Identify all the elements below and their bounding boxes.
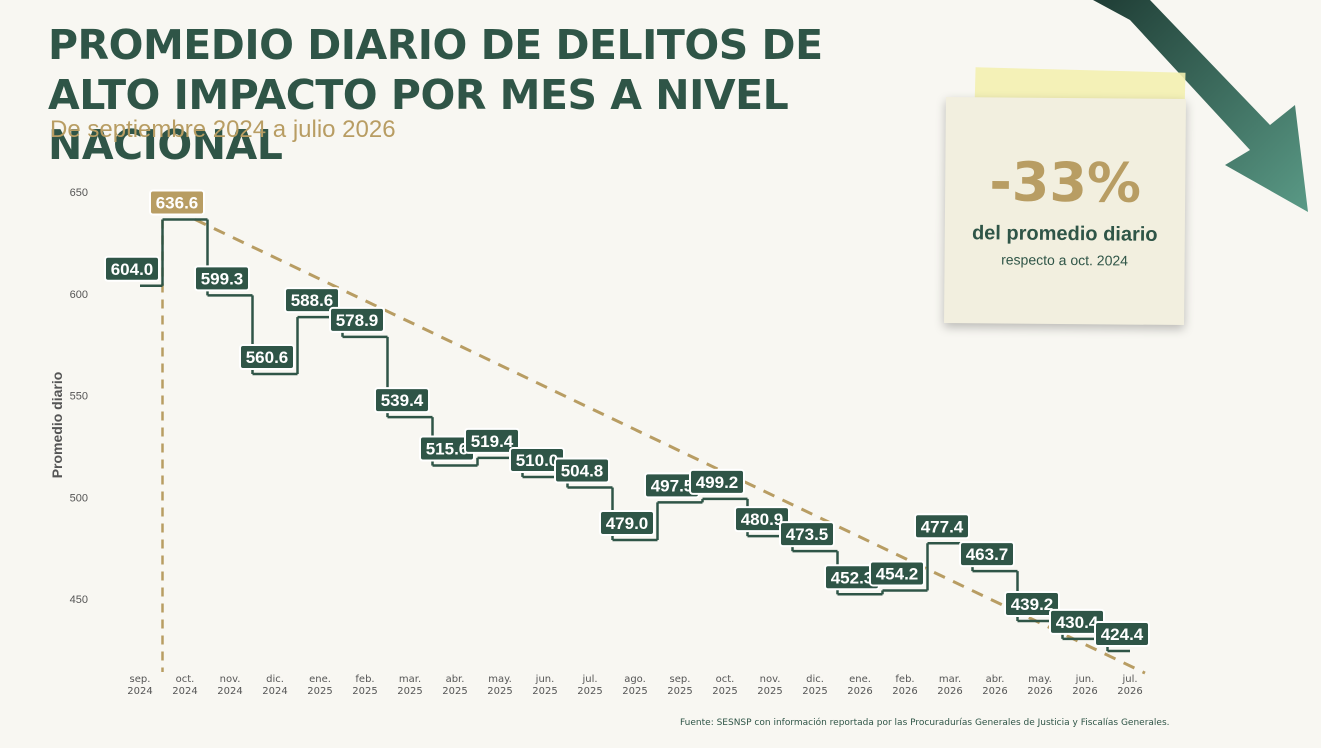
value-label-box (284, 287, 340, 314)
arrow-decoration (1093, 0, 1308, 212)
x-tick-label: may. 2026 (1027, 674, 1053, 697)
source: Fuente: SESNSP con información reportada… (680, 718, 1170, 728)
x-tick-label: oct. 2024 (172, 674, 198, 697)
x-tick-label: jul. 2025 (577, 674, 603, 697)
value-label: 479.0 (606, 514, 649, 533)
value-label-box (599, 510, 655, 536)
value-label: 439.2 (1011, 595, 1054, 614)
value-label: 588.6 (291, 291, 334, 310)
x-tick-label: abr. 2025 (442, 674, 468, 697)
value-label-box (1094, 621, 1150, 648)
value-label-box (464, 427, 520, 454)
value-label: 539.4 (381, 391, 424, 410)
y-tick-label: 450 (70, 594, 88, 606)
x-tick-label: nov. 2024 (217, 674, 243, 697)
value-label: 599.3 (201, 269, 244, 288)
value-label: 504.8 (561, 462, 604, 481)
value-label: 636.6 (156, 193, 199, 212)
value-label-box (779, 521, 835, 548)
value-label-box (914, 513, 970, 540)
value-label: 424.4 (1101, 625, 1144, 644)
value-label: 515.6 (426, 440, 469, 459)
x-tick-label: jun. 2025 (532, 674, 558, 697)
value-label-box (689, 468, 745, 495)
value-label: 430.4 (1056, 613, 1099, 632)
y-tick-label: 650 (70, 187, 88, 199)
title: PROMEDIO DIARIO DE DELITOS DE ALTO IMPAC… (48, 21, 823, 169)
x-tick-label: ago. 2025 (622, 674, 648, 697)
callout-subtext: respecto a oct. 2024 (1001, 251, 1129, 269)
value-label-box (374, 387, 430, 414)
value-label: 499.2 (696, 473, 739, 492)
value-label: 477.4 (921, 517, 964, 536)
x-tick-label: nov. 2025 (757, 674, 783, 697)
x-tick-label: abr. 2026 (982, 674, 1008, 697)
x-tick-label: ene. 2026 (847, 674, 873, 697)
callout: -33% del promedio diario respecto a oct.… (944, 96, 1186, 326)
x-tick-label: dic. 2024 (262, 674, 288, 697)
x-tick-label: ene. 2025 (307, 674, 333, 697)
value-label: 519.4 (471, 432, 514, 451)
value-label-box (194, 265, 250, 292)
value-label-box (734, 506, 790, 533)
x-tick-label: sep. 2024 (127, 674, 153, 697)
value-label: 463.7 (966, 545, 1009, 564)
value-label-box (104, 255, 160, 282)
value-label: 560.6 (246, 348, 289, 367)
x-tick-label: sep. 2025 (667, 674, 693, 697)
value-label: 497.5 (651, 476, 694, 495)
value-label: 604.0 (111, 260, 154, 279)
value-label: 510.0 (516, 451, 559, 470)
x-tick-label: may. 2025 (487, 674, 513, 697)
value-label-box (329, 306, 385, 333)
x-tick-label: oct. 2025 (712, 674, 738, 697)
y-tick-label: 500 (70, 492, 88, 504)
value-label-box (959, 541, 1015, 568)
x-tick-label: jul. 2026 (1117, 674, 1143, 697)
y-tick-label: 550 (70, 391, 88, 403)
x-tick-label: feb. 2026 (892, 674, 918, 697)
value-label-box (239, 344, 295, 371)
value-label: 473.5 (786, 525, 829, 544)
y-axis-label: Promedio diario (49, 372, 65, 479)
value-label: 454.2 (876, 564, 919, 583)
x-tick-label: dic. 2025 (802, 674, 828, 697)
x-tick-label: jun. 2026 (1072, 674, 1098, 697)
trend-line (194, 218, 1146, 675)
value-label: 578.9 (336, 311, 379, 330)
value-label-box (149, 189, 205, 216)
x-tick-label: feb. 2025 (352, 674, 378, 697)
x-tick-label: mar. 2026 (937, 674, 963, 697)
value-label-box (869, 560, 925, 587)
value-label-box (1004, 590, 1060, 617)
callout-value: -33% (989, 150, 1142, 215)
value-label-box (554, 457, 610, 484)
callout-text: del promedio diario (971, 222, 1158, 246)
subtitle: De septiembre 2024 a julio 2026 (50, 116, 396, 143)
y-tick-label: 600 (70, 289, 88, 301)
x-tick-label: mar. 2025 (397, 674, 423, 697)
value-label: 480.9 (741, 510, 784, 529)
value-label: 452.3 (831, 568, 874, 587)
